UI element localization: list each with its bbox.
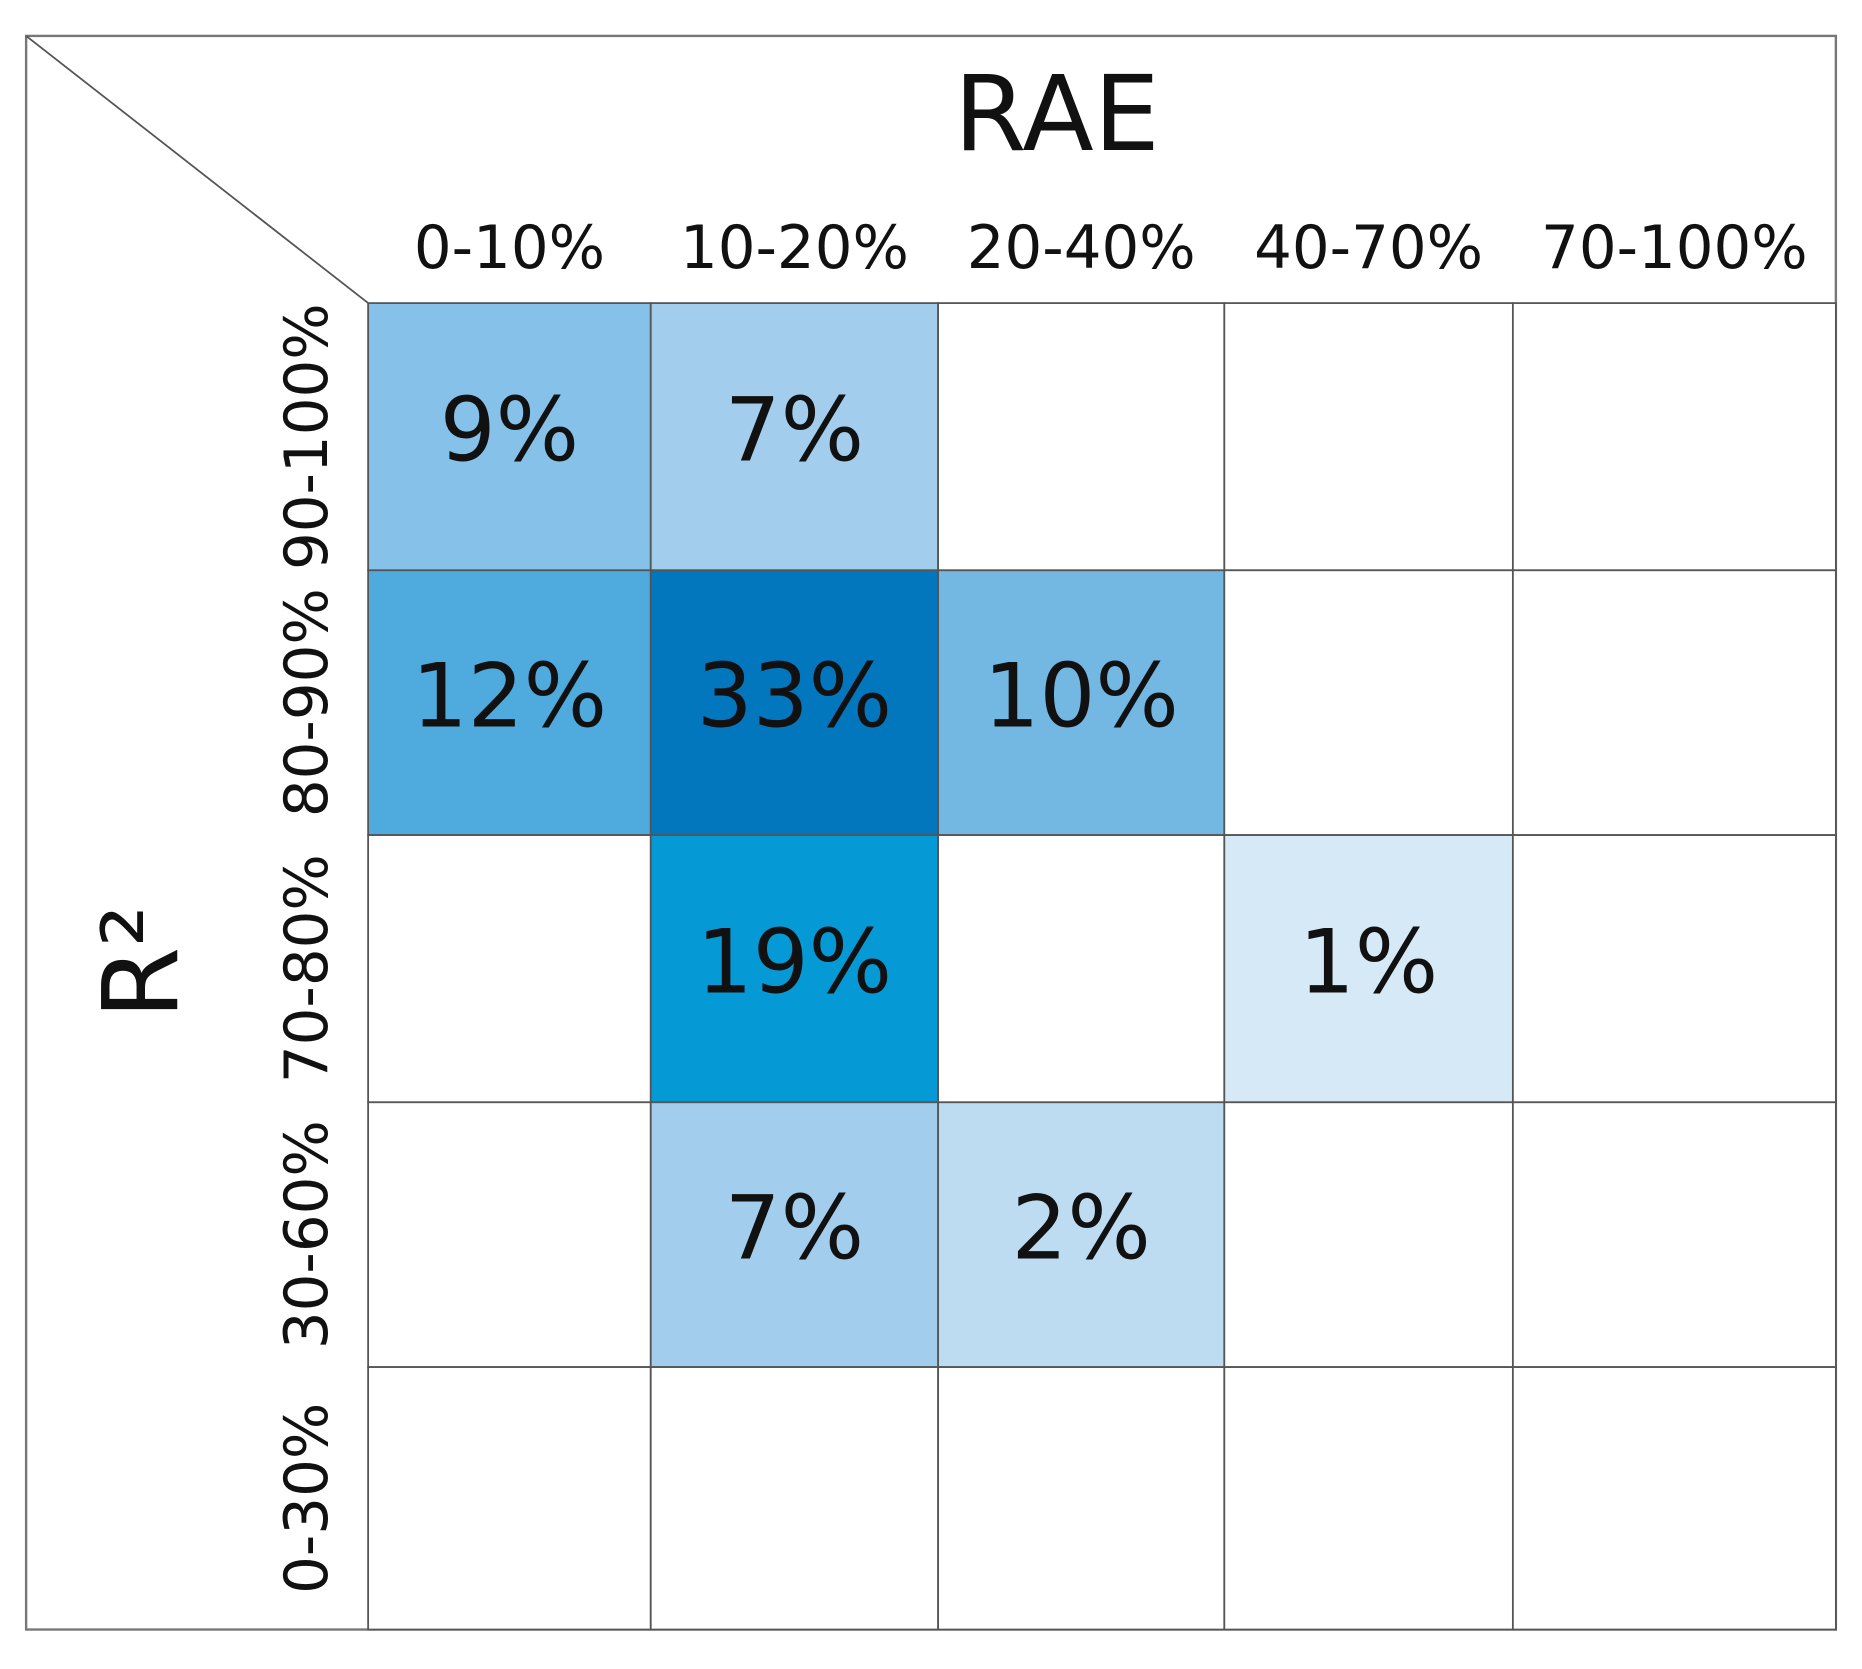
corner-diagonal bbox=[25, 35, 369, 304]
cell-label: 12% bbox=[412, 645, 607, 748]
heat-cell bbox=[367, 302, 652, 572]
empty-cell bbox=[367, 1101, 652, 1368]
empty-cell bbox=[937, 302, 1226, 572]
cell-label: 1% bbox=[1299, 911, 1438, 1014]
y-tick-label: 30-60% bbox=[273, 1120, 342, 1349]
y-tick-label: 0-30% bbox=[273, 1403, 342, 1594]
heat-cell bbox=[649, 1101, 940, 1368]
cell-label: 9% bbox=[440, 379, 579, 482]
empty-cell bbox=[1511, 302, 1837, 572]
empty-cell bbox=[1511, 834, 1837, 1104]
empty-cell bbox=[1511, 1101, 1837, 1368]
x-tick-label: 40-70% bbox=[1254, 214, 1483, 283]
heat-cell bbox=[937, 1101, 1226, 1368]
heat-cell bbox=[937, 569, 1226, 836]
empty-cell bbox=[1223, 569, 1514, 836]
x-tick-label: 20-40% bbox=[967, 214, 1196, 283]
empty-cell bbox=[1223, 1101, 1514, 1368]
cell-label: 2% bbox=[1012, 1177, 1151, 1280]
empty-cell bbox=[1223, 1366, 1514, 1631]
empty-cell bbox=[649, 1366, 940, 1631]
y-axis-title: R² bbox=[80, 905, 202, 1020]
x-tick-label: 70-100% bbox=[1541, 214, 1808, 283]
x-axis-title: RAE bbox=[954, 53, 1160, 175]
y-tick-label: 90-100% bbox=[273, 303, 342, 570]
cell-label: 7% bbox=[725, 379, 864, 482]
empty-cell bbox=[367, 1366, 652, 1631]
x-tick-label: 10-20% bbox=[680, 214, 909, 283]
cell-label: 33% bbox=[697, 645, 892, 748]
empty-cell bbox=[937, 1366, 1226, 1631]
x-tick-label: 0-10% bbox=[414, 214, 605, 283]
y-tick-label: 70-80% bbox=[273, 854, 342, 1083]
empty-cell bbox=[1511, 1366, 1837, 1631]
empty-cell bbox=[937, 834, 1226, 1104]
empty-cell bbox=[367, 834, 652, 1104]
cell-label: 19% bbox=[697, 911, 892, 1014]
heat-cell bbox=[1223, 834, 1514, 1104]
cell-label: 7% bbox=[725, 1177, 864, 1280]
empty-cell bbox=[1511, 569, 1837, 836]
empty-cell bbox=[1223, 302, 1514, 572]
cell-label: 10% bbox=[984, 645, 1179, 748]
y-tick-label: 80-90% bbox=[273, 588, 342, 817]
